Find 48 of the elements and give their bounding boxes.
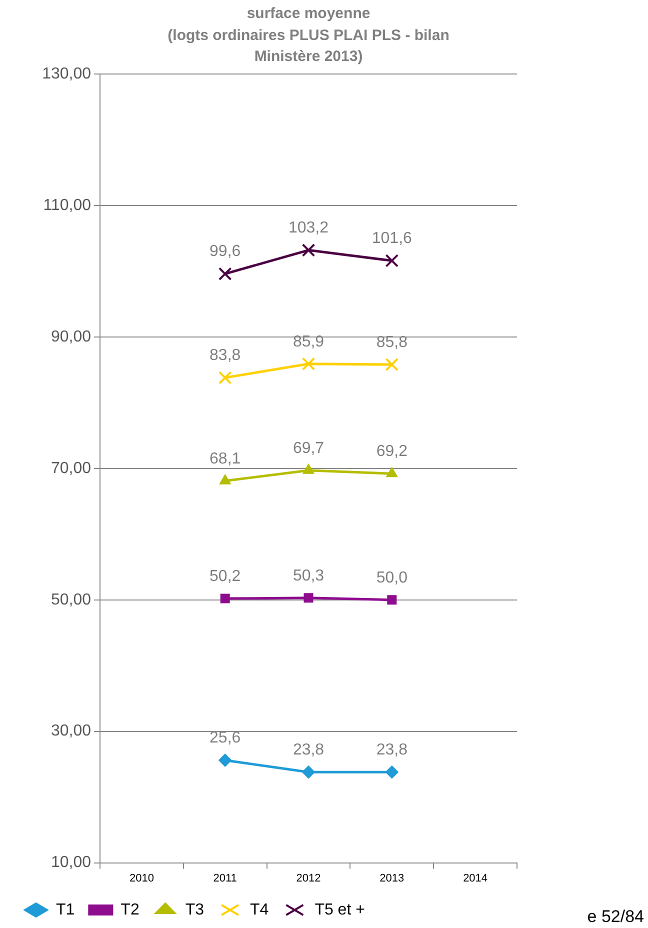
point xyxy=(304,593,314,603)
point xyxy=(302,244,316,257)
data-label: 85,9 xyxy=(292,333,324,350)
y-tick-label: 130,00 xyxy=(42,65,92,82)
x-tick-label: 2013 xyxy=(380,872,404,884)
data-label: 23,8 xyxy=(292,741,324,758)
data-label: 50,0 xyxy=(376,569,408,586)
legend-label: T5 et + xyxy=(314,901,365,918)
x-tick-label: 2011 xyxy=(213,872,237,884)
point xyxy=(385,254,399,268)
data-label: 69,2 xyxy=(376,443,408,460)
data-label: 103,2 xyxy=(288,220,329,237)
text: e 52/84 xyxy=(587,907,644,926)
data-label: 68,1 xyxy=(210,450,241,468)
point xyxy=(218,267,232,280)
legend-label: T1 xyxy=(56,901,75,918)
chart-title: surface moyenne xyxy=(246,5,370,22)
data-label: 50,3 xyxy=(292,567,324,584)
y-tick-label: 90,00 xyxy=(50,328,92,346)
point xyxy=(218,371,232,384)
y-tick-label: 30,00 xyxy=(50,722,92,740)
data-label: 101,6 xyxy=(372,230,412,248)
point xyxy=(387,595,397,605)
legend-label: T3 xyxy=(185,901,204,918)
legend-label: T2 xyxy=(120,901,140,918)
x-tick-label: 2012 xyxy=(296,872,321,884)
y-tick-label: 10,00 xyxy=(50,854,92,872)
data-label: 50,2 xyxy=(210,568,241,585)
point xyxy=(220,594,230,604)
data-label: 85,8 xyxy=(376,334,408,351)
data-label: 99,6 xyxy=(210,243,241,260)
legend-label: T4 xyxy=(250,901,269,918)
x-tick-label: 2014 xyxy=(463,872,488,884)
point xyxy=(385,358,399,372)
data-label: 83,8 xyxy=(210,347,241,364)
data-label: 23,8 xyxy=(376,741,408,758)
y-tick-label: 50,00 xyxy=(50,591,92,608)
data-label: 69,7 xyxy=(292,440,324,457)
point xyxy=(302,357,316,371)
data-label: 25,6 xyxy=(210,730,241,747)
point xyxy=(218,754,232,767)
y-tick-label: 110,00 xyxy=(43,196,92,214)
x-tick-label: 2010 xyxy=(129,872,154,884)
point xyxy=(386,467,398,478)
point xyxy=(302,766,315,779)
point xyxy=(385,766,398,779)
chart-subtitle: (logts ordinaires PLUS PLAI PLS - bilan Ministère 2013) xyxy=(168,27,450,65)
y-tick-label: 70,00 xyxy=(50,460,92,477)
